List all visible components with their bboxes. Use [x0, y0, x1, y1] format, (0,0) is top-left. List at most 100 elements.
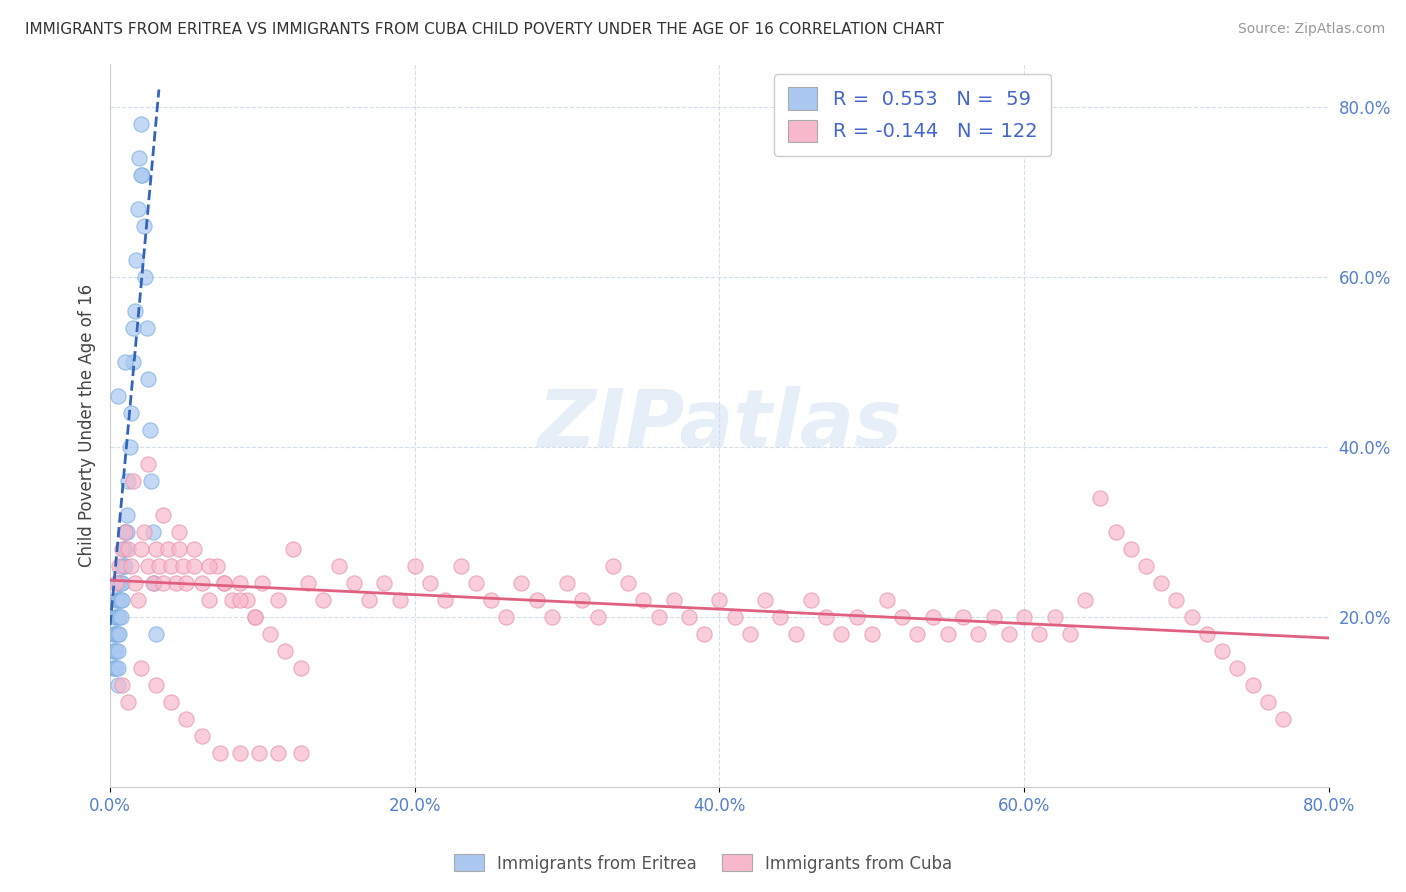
Point [142, 524, 165, 539]
Point [111, 558, 134, 573]
Point [724, 609, 747, 624]
Point [121, 558, 143, 573]
Point [259, 627, 281, 641]
Point [129, 168, 152, 182]
Point [160, 695, 183, 709]
Point [249, 746, 271, 760]
Point [152, 508, 174, 522]
Point [1195, 627, 1218, 641]
Point [167, 541, 190, 556]
Legend: R =  0.553   N =  59, R = -0.144   N = 122: R = 0.553 N = 59, R = -0.144 N = 122 [775, 74, 1050, 155]
Point [117, 541, 139, 556]
Point [1166, 592, 1188, 607]
Point [112, 541, 135, 556]
Point [167, 524, 190, 539]
Point [709, 592, 731, 607]
Point [136, 558, 159, 573]
Point [105, 592, 128, 607]
Point [122, 354, 145, 368]
Point [176, 575, 198, 590]
Point [830, 627, 852, 641]
Point [1211, 644, 1233, 658]
Point [281, 541, 304, 556]
Point [845, 609, 868, 624]
Point [434, 592, 457, 607]
Point [479, 592, 502, 607]
Point [312, 592, 335, 607]
Point [1074, 592, 1097, 607]
Point [104, 644, 127, 658]
Point [114, 354, 136, 368]
Point [105, 661, 128, 675]
Point [107, 609, 129, 624]
Text: ZIPatlas: ZIPatlas [537, 386, 903, 465]
Point [526, 592, 548, 607]
Point [510, 575, 533, 590]
Point [183, 558, 205, 573]
Point [236, 592, 259, 607]
Point [105, 575, 128, 590]
Point [134, 269, 156, 284]
Point [129, 541, 152, 556]
Point [107, 661, 129, 675]
Point [129, 117, 152, 131]
Point [105, 609, 128, 624]
Point [1090, 491, 1112, 505]
Point [785, 627, 807, 641]
Point [115, 508, 138, 522]
Point [190, 575, 212, 590]
Point [104, 609, 127, 624]
Point [157, 541, 180, 556]
Point [693, 627, 716, 641]
Point [647, 609, 669, 624]
Point [243, 609, 266, 624]
Point [112, 558, 135, 573]
Point [464, 575, 486, 590]
Point [243, 609, 266, 624]
Point [221, 592, 243, 607]
Point [373, 575, 395, 590]
Point [404, 558, 426, 573]
Point [111, 575, 134, 590]
Point [328, 558, 350, 573]
Point [228, 746, 250, 760]
Point [145, 678, 167, 692]
Point [228, 592, 250, 607]
Point [107, 592, 129, 607]
Point [103, 627, 125, 641]
Point [678, 609, 700, 624]
Point [617, 575, 640, 590]
Point [952, 609, 974, 624]
Point [111, 541, 134, 556]
Point [122, 320, 145, 334]
Point [800, 592, 823, 607]
Point [108, 558, 131, 573]
Point [1181, 609, 1204, 624]
Point [936, 627, 959, 641]
Point [114, 558, 136, 573]
Point [124, 303, 146, 318]
Point [190, 729, 212, 743]
Point [1241, 678, 1264, 692]
Point [118, 440, 141, 454]
Point [110, 575, 132, 590]
Point [1059, 627, 1081, 641]
Point [121, 406, 143, 420]
Point [297, 575, 319, 590]
Point [176, 712, 198, 726]
Point [571, 592, 593, 607]
Point [103, 644, 125, 658]
Point [921, 609, 943, 624]
Point [907, 627, 929, 641]
Point [1135, 558, 1157, 573]
Point [125, 252, 148, 267]
Point [1104, 524, 1126, 539]
Point [145, 627, 167, 641]
Point [267, 592, 290, 607]
Point [359, 592, 381, 607]
Point [198, 558, 221, 573]
Point [967, 627, 990, 641]
Point [127, 592, 149, 607]
Point [165, 575, 187, 590]
Point [104, 627, 127, 641]
